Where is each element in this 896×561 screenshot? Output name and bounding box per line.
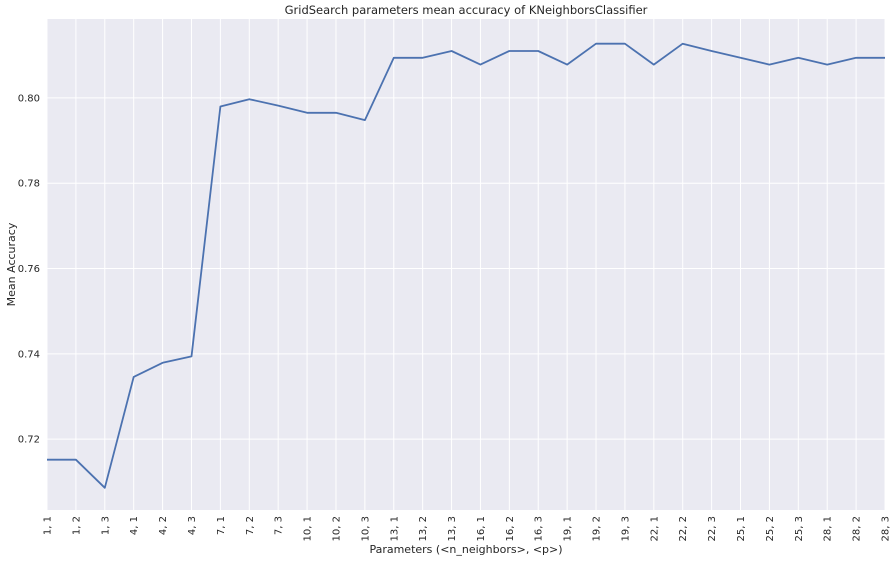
x-tick-label: 28, 1	[823, 516, 834, 541]
x-tick-labels: 1, 1 1, 2 1, 3 4, 1 4, 2 4, 3 7, 1 7, 2 7, 3 10, …	[43, 516, 892, 541]
x-tick-label: 16, 2	[505, 516, 516, 541]
y-tick-label: 0.80	[18, 93, 40, 104]
x-tick-label: 1, 1	[43, 516, 54, 535]
y-tick-label: 0.74	[18, 349, 40, 360]
x-tick-label: 22, 3	[707, 516, 718, 541]
series-layer	[46, 42, 886, 489]
x-tick-label: 25, 2	[765, 516, 776, 541]
x-tick-label: 4, 3	[187, 516, 198, 535]
x-tick-label: 16, 1	[476, 516, 487, 541]
x-tick-label: 19, 3	[620, 516, 631, 541]
x-tick-label: 4, 1	[129, 516, 140, 535]
y-tick-label: 0.78	[18, 179, 40, 190]
chart-title: GridSearch parameters mean accuracy of K…	[285, 3, 648, 17]
x-tick-label: 28, 3	[881, 516, 892, 541]
x-tick-label: 10, 1	[303, 516, 314, 541]
x-tick-label: 25, 3	[794, 516, 805, 541]
x-tick-label: 13, 3	[447, 516, 458, 541]
x-tick-label: 13, 2	[418, 516, 429, 541]
x-tick-label: 13, 1	[389, 516, 400, 541]
x-tick-label: 7, 3	[274, 516, 285, 535]
x-tick-label: 28, 2	[852, 516, 863, 541]
x-tick-label: 10, 2	[331, 516, 342, 541]
y-tick-label: 0.72	[18, 435, 40, 446]
x-tick-label: 22, 1	[649, 516, 660, 541]
y-tick-label: 0.76	[18, 264, 40, 275]
x-tick-label: 16, 3	[534, 516, 545, 541]
x-tick-label: 1, 3	[100, 516, 111, 535]
x-tick-label: 7, 2	[245, 516, 256, 535]
plot-background	[47, 19, 885, 510]
x-tick-label: 22, 2	[678, 516, 689, 541]
x-tick-label: 1, 2	[71, 516, 82, 535]
y-axis-title: Mean Accuracy	[5, 222, 18, 306]
grid-lines	[46, 19, 886, 510]
x-tick-label: 19, 1	[563, 516, 574, 541]
x-tick-label: 19, 2	[592, 516, 603, 541]
x-tick-label: 4, 2	[158, 516, 169, 535]
series-line	[47, 42, 885, 489]
x-axis-title: Parameters (<n_neighbors>, <p>)	[369, 543, 562, 556]
x-tick-label: 10, 3	[360, 516, 371, 541]
y-tick-labels: 0.72 0.74 0.76 0.78 0.80	[18, 93, 40, 445]
x-tick-label: 7, 1	[216, 516, 227, 535]
x-tick-label: 25, 1	[736, 516, 747, 541]
